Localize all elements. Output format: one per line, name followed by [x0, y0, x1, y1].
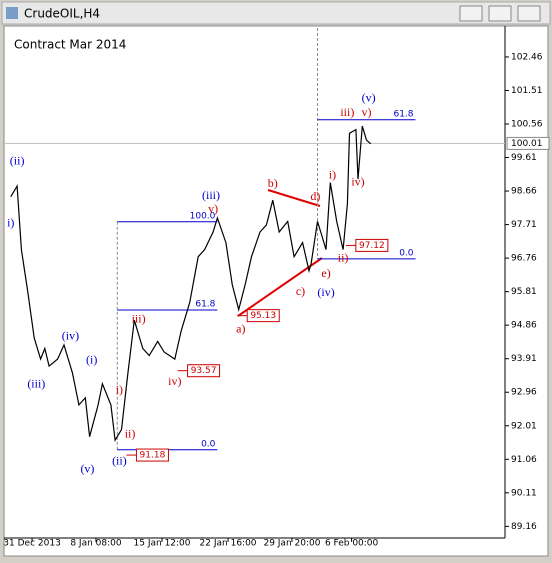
- wave-label: (v): [80, 462, 94, 476]
- price-mark-label: 91.18: [140, 451, 166, 461]
- wave-label: iii): [132, 312, 146, 326]
- wave-label: v): [208, 202, 218, 216]
- fib-label: 0.0: [201, 439, 216, 449]
- y-tick-label: 97.71: [511, 220, 537, 230]
- y-tick-label: 90.11: [511, 488, 537, 498]
- y-tick-label: 98.66: [511, 187, 537, 197]
- wave-label: c): [296, 284, 305, 298]
- close-button[interactable]: [517, 5, 541, 22]
- x-tick-label: 31 Dec 2013: [3, 539, 61, 549]
- y-tick-label: 92.96: [511, 388, 537, 398]
- x-tick-label: 22 Jan 16:00: [200, 539, 257, 549]
- y-tick-label: 96.76: [511, 254, 537, 264]
- y-tick-label: 102.46: [511, 52, 543, 62]
- price-mark-box: [246, 309, 280, 323]
- chart-title: Contract Mar 2014: [14, 38, 126, 52]
- x-tick-label: 29 Jan 20:00: [263, 539, 320, 549]
- wave-label: b): [268, 176, 278, 190]
- wave-label: i): [329, 168, 336, 182]
- fib-label: 61.8: [393, 109, 413, 119]
- window-icon: [6, 7, 18, 19]
- fib-label: 61.8: [195, 300, 215, 310]
- title-bar: [1, 1, 551, 25]
- wave-label: v): [362, 105, 372, 119]
- y-tick-label: 89.16: [511, 522, 537, 532]
- wave-label: (iv): [62, 329, 79, 343]
- window-title: CrudeOIL,H4: [24, 7, 100, 21]
- y-tick-label: 100.56: [511, 120, 543, 130]
- y-tick-label: 101.51: [511, 86, 543, 96]
- window-buttons: [459, 5, 541, 22]
- wave-label: (i): [86, 353, 97, 367]
- wave-label: i): [116, 383, 123, 397]
- wave-label: iv): [168, 374, 181, 388]
- y-tick-label: 91.06: [511, 455, 537, 465]
- y-tick-label: 99.61: [511, 153, 537, 163]
- y-tick-label: 94.86: [511, 321, 537, 331]
- minimize-button[interactable]: [459, 5, 483, 22]
- wave-label: (iv): [317, 285, 334, 299]
- wave-label: (iii): [202, 188, 220, 202]
- price-mark-label: 97.12: [359, 241, 385, 251]
- wave-label: e): [321, 266, 330, 280]
- price-line: [10, 125, 372, 443]
- fib-label: 0.0: [399, 248, 414, 258]
- wave-label: d): [310, 189, 320, 203]
- x-tick-label: 8 Jan 08:00: [70, 539, 122, 549]
- y-tick-label: 93.91: [511, 354, 537, 364]
- wave-label: a): [236, 322, 245, 336]
- last-price-label: 100.01: [511, 139, 543, 149]
- maximize-button[interactable]: [488, 5, 512, 22]
- x-tick-label: 6 Feb 00:00: [325, 539, 379, 549]
- price-mark-box: [355, 238, 389, 252]
- price-mark-box: [187, 364, 221, 378]
- wave-label: ii): [338, 251, 349, 265]
- fib-label: 100.0: [190, 211, 216, 221]
- wave-label: (iii): [27, 377, 45, 391]
- price-mark-label: 93.57: [191, 366, 217, 376]
- price-mark-box: [135, 448, 169, 462]
- last-price-box: [506, 136, 550, 150]
- wave-label: i): [7, 216, 14, 230]
- wave-label: (ii): [112, 454, 127, 468]
- plot-background: [3, 25, 549, 557]
- wave-label: iv): [351, 175, 364, 189]
- wave-label: (ii): [10, 154, 25, 168]
- wave-label: ii): [125, 427, 136, 441]
- wave-label: (v): [362, 91, 376, 105]
- y-tick-label: 92.01: [511, 421, 537, 431]
- trendline: [267, 189, 321, 207]
- x-tick-label: 15 Jan 12:00: [134, 539, 191, 549]
- price-mark-label: 95.13: [250, 311, 276, 321]
- wave-label: iii): [340, 105, 354, 119]
- y-tick-label: 95.81: [511, 287, 537, 297]
